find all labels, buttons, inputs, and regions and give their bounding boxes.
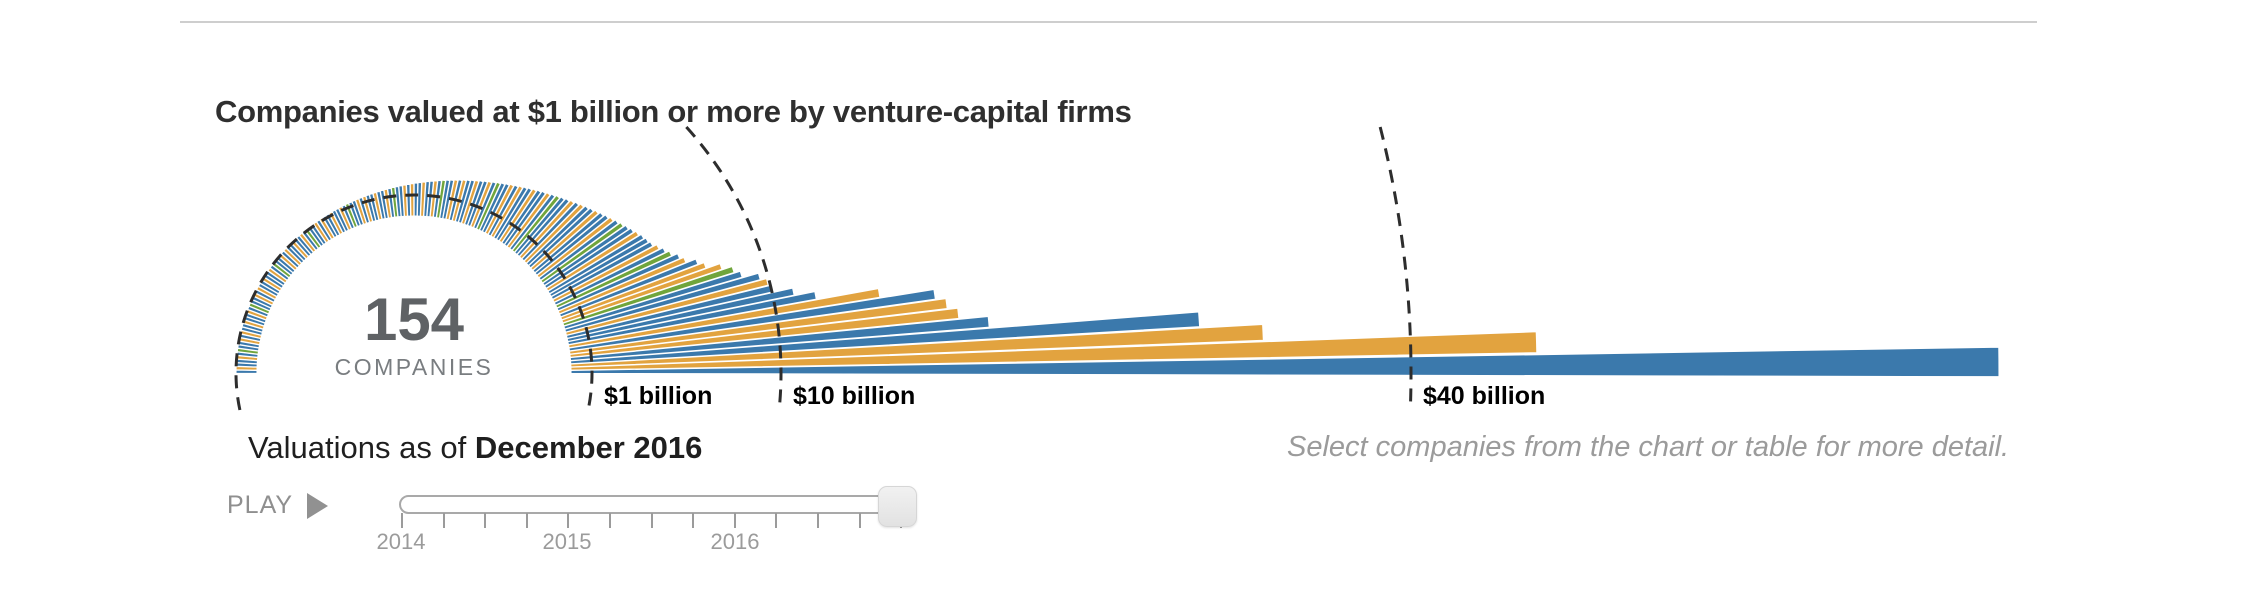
valuations-as-of: Valuations as of December 2016 [248, 430, 702, 466]
company-bar[interactable] [560, 261, 707, 321]
company-bar[interactable] [569, 315, 990, 362]
timeline-tick [567, 513, 570, 528]
play-button[interactable]: PLAY [227, 491, 329, 520]
company-bar[interactable] [562, 265, 735, 327]
gridline-label: $1 billion [604, 382, 712, 410]
valuations-date: December 2016 [474, 430, 703, 465]
timeline-slider-thumb[interactable] [878, 486, 917, 527]
company-bar[interactable] [561, 262, 723, 324]
gridline-arc [234, 193, 594, 411]
gridline-label: $10 billion [793, 382, 915, 410]
valuations-prefix: Valuations as of [248, 430, 475, 465]
timeline-tick [401, 513, 403, 528]
company-bar[interactable] [564, 277, 769, 336]
company-count-number: 154 [363, 286, 465, 353]
timeline-tick [525, 513, 528, 528]
gridline-label: $40 billion [1423, 382, 1545, 410]
play-triangle-icon [307, 492, 329, 519]
company-counter: 154 COMPANIES [335, 290, 494, 381]
timeline-tick [692, 513, 695, 528]
top-divider [180, 21, 2037, 23]
timeline-tick [484, 513, 487, 528]
play-label: PLAY [227, 491, 294, 519]
instruction-note: Select companies from the chart or table… [1287, 431, 2010, 463]
company-bar[interactable] [568, 288, 937, 352]
company-bar[interactable] [570, 323, 1264, 368]
company-bar[interactable] [567, 287, 881, 349]
gridline-arc [685, 125, 783, 411]
timeline-tick [775, 513, 778, 528]
year-label-2015: 2015 [542, 529, 592, 554]
gridline-labels-group: $1 billion $10 billion $40 billion [604, 382, 1545, 410]
chart-title: Companies valued at $1 billion or more b… [215, 94, 1132, 129]
company-bar[interactable] [564, 272, 761, 333]
timeline-tick [817, 513, 819, 528]
gridline-arc [1378, 126, 1413, 411]
company-count-caption: COMPANIES [334, 354, 494, 380]
company-bar[interactable] [568, 297, 948, 355]
year-label-2016: 2016 [710, 529, 760, 554]
company-bar[interactable] [567, 290, 817, 346]
gridlines-group [234, 125, 1413, 411]
timeline-tick [858, 513, 861, 528]
company-bar[interactable] [566, 287, 795, 343]
company-bar[interactable] [563, 270, 743, 330]
company-bar[interactable] [570, 331, 1538, 371]
company-bar[interactable] [569, 311, 1201, 365]
timeline-tick [609, 513, 611, 528]
timeline-tick [733, 513, 736, 528]
company-bar[interactable] [569, 307, 960, 358]
timeline-tick [650, 513, 653, 528]
timeline-slider-track[interactable] [399, 495, 902, 514]
company-bar[interactable] [409, 183, 415, 217]
timeline-tick [442, 513, 445, 528]
company-bars-group [235, 179, 2000, 378]
year-label-2014: 2014 [376, 529, 426, 554]
company-bar[interactable] [570, 346, 2000, 378]
